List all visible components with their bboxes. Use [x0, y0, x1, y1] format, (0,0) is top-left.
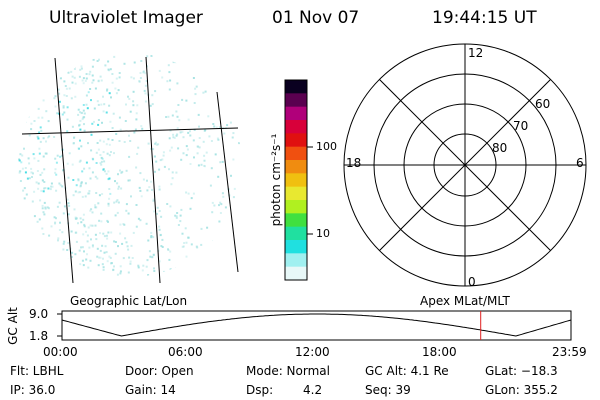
info-dsp-label: Dsp:	[246, 383, 274, 397]
info-door: Door: Open	[125, 364, 194, 378]
colorbar-band	[285, 93, 307, 108]
altitude-plot	[57, 310, 572, 341]
geographic-panel-label: Geographic Lat/Lon	[70, 294, 188, 308]
x-tick-1800: 18:00	[422, 345, 457, 359]
colorbar-band	[285, 160, 307, 174]
colorbar-band	[285, 226, 307, 241]
x-tick-0600: 06:00	[168, 345, 203, 359]
x-tick-1200: 12:00	[295, 345, 330, 359]
x-tick-2359: 23:59	[552, 345, 587, 359]
colorbar-band	[285, 253, 307, 268]
info-gain: Gain: 14	[125, 383, 176, 397]
geographic-grid-lines	[21, 56, 239, 284]
lat-label-80: 80	[492, 141, 508, 155]
colorbar-band	[285, 186, 307, 201]
info-seq: Seq: 39	[365, 383, 411, 397]
colorbar-frame	[284, 79, 308, 281]
info-flt: Flt: LBHL	[10, 364, 64, 378]
apex-panel-label: Apex MLat/MLT	[420, 294, 510, 308]
lat-label-70: 70	[513, 119, 529, 133]
colorbar-band	[285, 173, 307, 188]
x-tick-0000: 00:00	[43, 345, 78, 359]
info-mode: Mode: Normal	[246, 364, 330, 378]
colorbar-band	[285, 200, 307, 214]
colorbar-label-10: 10	[316, 227, 330, 240]
mlt-label-0: 0	[468, 275, 476, 289]
altitude-curve	[61, 313, 572, 337]
date-label: 01 Nov 07	[272, 8, 360, 28]
info-dsp-value: 4.2	[303, 383, 323, 397]
colorbar-band	[285, 80, 307, 94]
colorbar-band	[285, 120, 307, 134]
altitude-plot-frame	[61, 310, 572, 341]
geographic-image-panel	[18, 53, 242, 284]
colorbar-band	[285, 266, 307, 281]
polar-apex-plot	[343, 43, 587, 287]
alt-tick-label-high: 9.0	[29, 307, 49, 321]
uv-emission-speckles	[18, 53, 242, 277]
mlt-label-6: 6	[576, 156, 584, 170]
lat-label-60: 60	[535, 97, 551, 111]
info-gc-alt: GC Alt: 4.1 Re	[365, 364, 449, 378]
colorbar-band	[285, 213, 307, 228]
altitude-ylabel: GC Alt	[6, 307, 20, 345]
colorbar-unit-label: photon cm⁻²s⁻¹	[269, 133, 283, 227]
time-label: 19:44:15 UT	[432, 8, 537, 28]
info-glat: GLat: −18.3	[485, 364, 558, 378]
info-ip: IP: 36.0	[10, 383, 56, 397]
mlt-label-12: 12	[468, 46, 484, 60]
mlt-label-18: 18	[346, 156, 362, 170]
colorbar-label-100: 100	[316, 140, 337, 153]
colorbar-band	[285, 240, 307, 254]
colorbar-band	[285, 146, 307, 161]
colorbar	[285, 80, 307, 281]
colorbar-band	[285, 106, 307, 121]
instrument-title: Ultraviolet Imager	[49, 8, 203, 28]
colorbar-band	[285, 133, 307, 148]
alt-tick-label-low: 1.8	[29, 329, 49, 343]
info-glon: GLon: 355.2	[485, 383, 558, 397]
